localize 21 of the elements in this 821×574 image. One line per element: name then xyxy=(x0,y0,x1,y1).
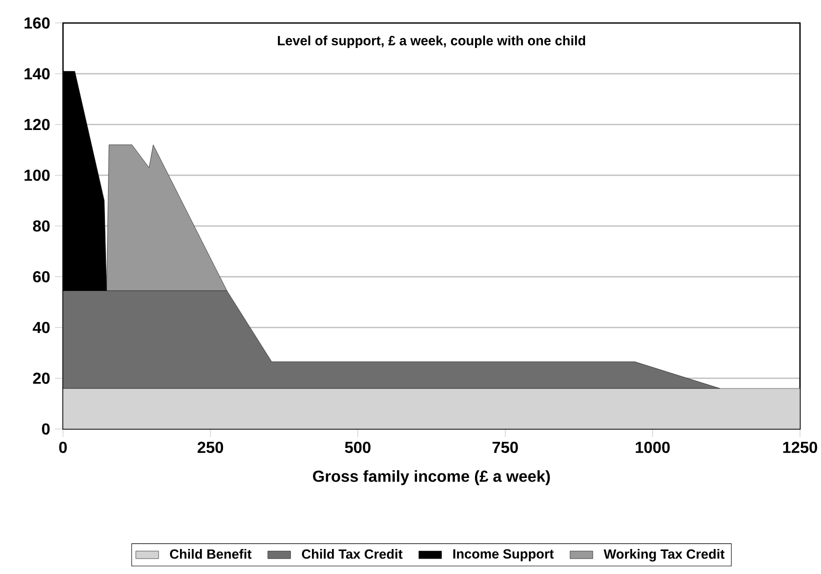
legend-label: Child Tax Credit xyxy=(302,549,402,559)
y-tick-label: 160 xyxy=(24,17,50,29)
y-tick-label: 140 xyxy=(24,68,50,80)
y-tick-label: 0 xyxy=(42,423,50,435)
y-tick-label: 20 xyxy=(33,372,50,384)
y-tick-label: 40 xyxy=(32,322,50,334)
legend-label: Working Tax Credit xyxy=(604,549,725,562)
legend-label: Child Benefit xyxy=(170,549,252,559)
legend-label: Income Support xyxy=(453,549,554,562)
x-tick-label: 0 xyxy=(59,442,67,454)
y-tick-label: 120 xyxy=(24,118,50,130)
x-tick-label: 500 xyxy=(344,442,370,454)
x-tick-label: 1250 xyxy=(783,442,818,454)
x-tick-label: 250 xyxy=(198,442,224,454)
text: Level of support, £ a week, couple with one child xyxy=(278,36,586,48)
x-tick-label: 750 xyxy=(492,442,518,454)
x-tick-label: 1000 xyxy=(636,442,670,454)
x-axis-title: Gross family income (£ a week) xyxy=(312,470,550,486)
y-tick-label: 60 xyxy=(33,271,50,282)
y-tick-label: 80 xyxy=(33,220,50,232)
y-tick-label: 100 xyxy=(24,170,50,181)
